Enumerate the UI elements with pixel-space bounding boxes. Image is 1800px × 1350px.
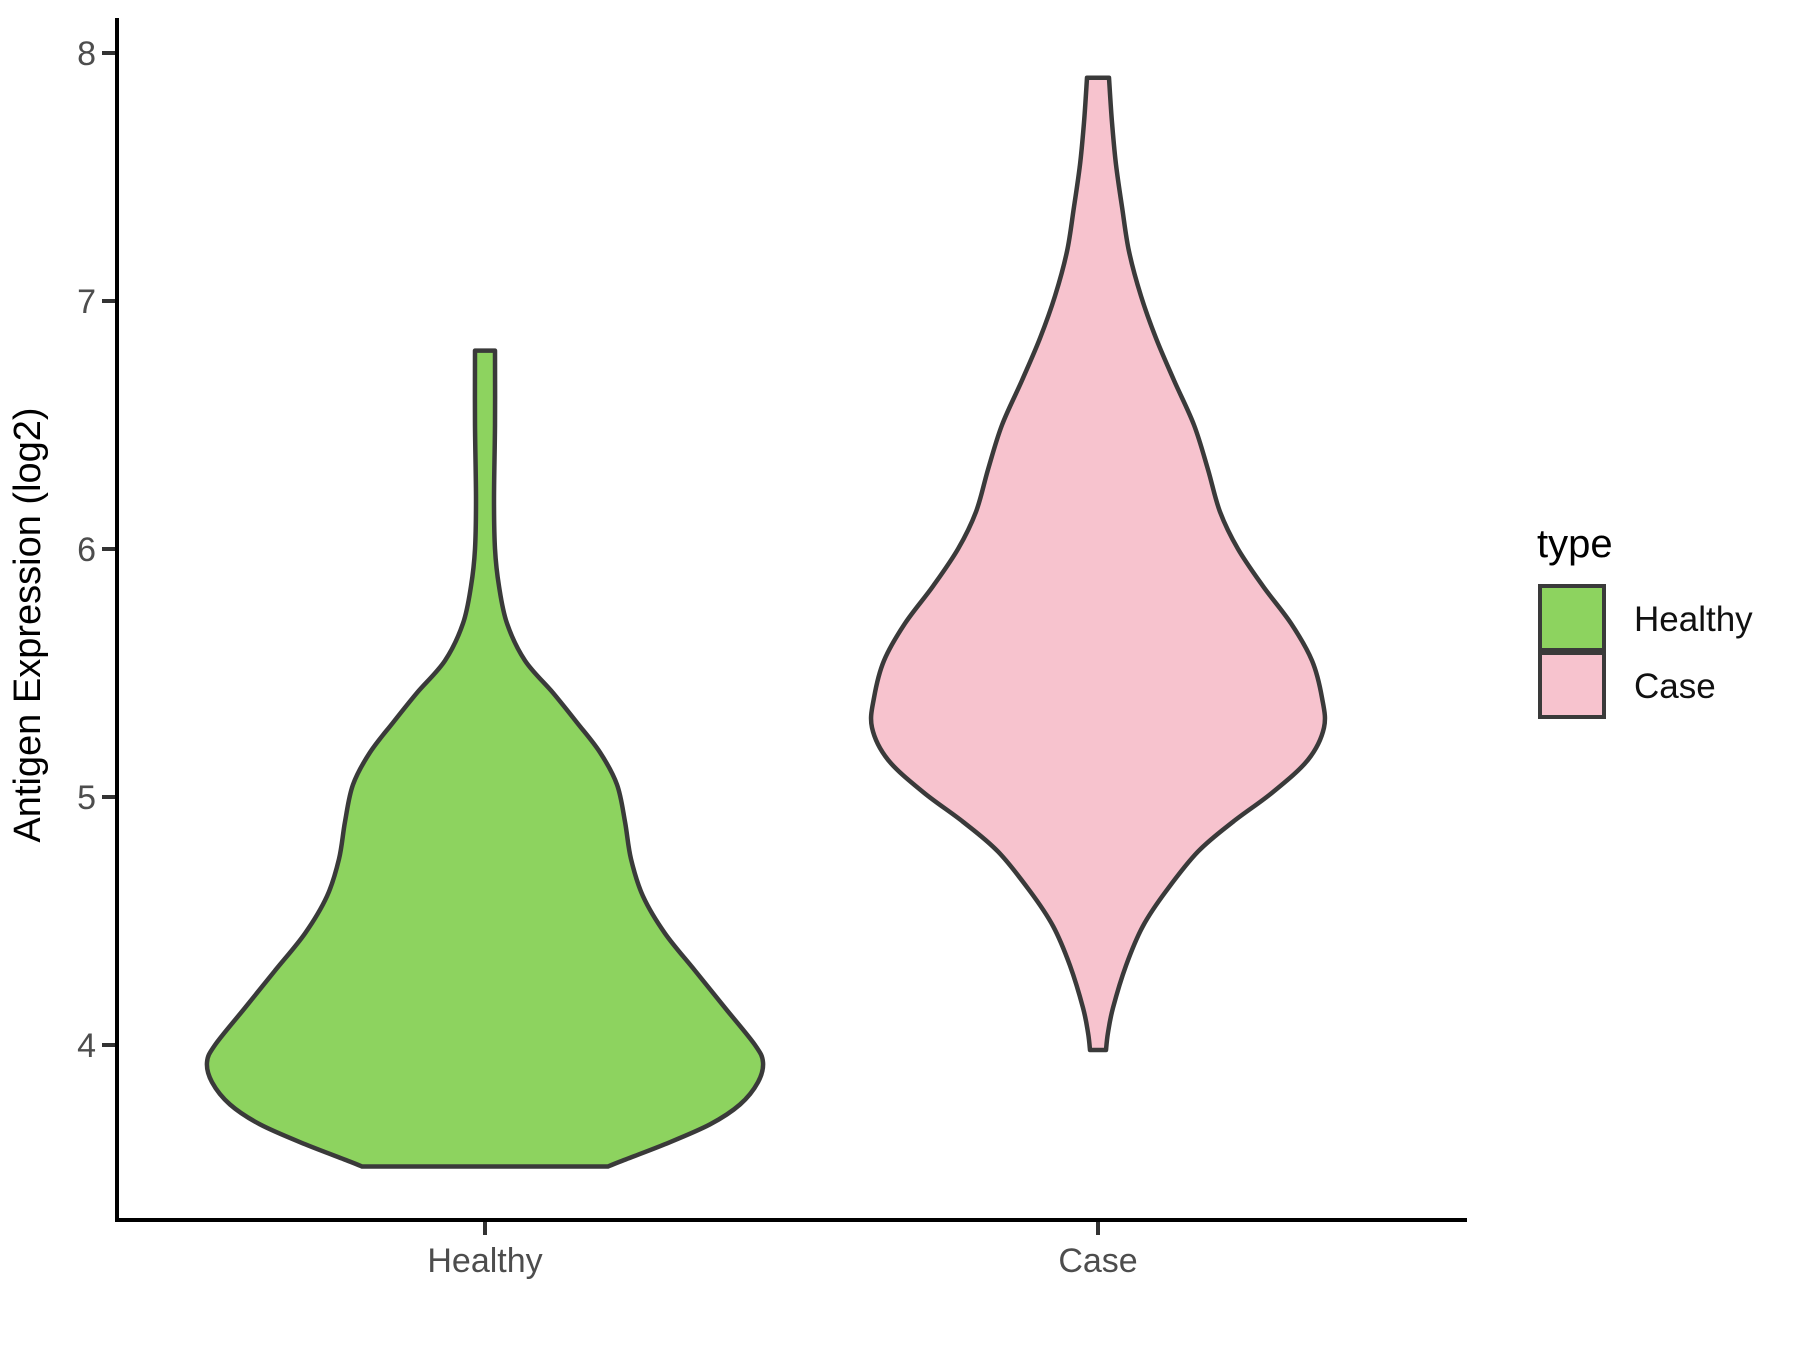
violin-case	[868, 75, 1328, 1053]
legend-key-healthy	[1538, 584, 1606, 652]
legend-key-case	[1538, 651, 1606, 719]
y-tick-label: 8	[77, 35, 96, 73]
y-tick-label: 7	[77, 283, 96, 321]
x-category-label-healthy: Healthy	[427, 1242, 542, 1280]
y-axis-title: Antigen Expression (log2)	[7, 407, 49, 842]
y-tick-label: 6	[77, 531, 96, 569]
y-tick-label: 5	[77, 779, 96, 817]
legend-label-case: Case	[1634, 667, 1716, 706]
x-category-label-case: Case	[1058, 1242, 1137, 1280]
violin-healthy	[204, 348, 766, 1169]
legend-label-healthy: Healthy	[1634, 600, 1753, 639]
y-tick-label: 4	[77, 1027, 96, 1065]
legend-title: type	[1537, 522, 1613, 566]
